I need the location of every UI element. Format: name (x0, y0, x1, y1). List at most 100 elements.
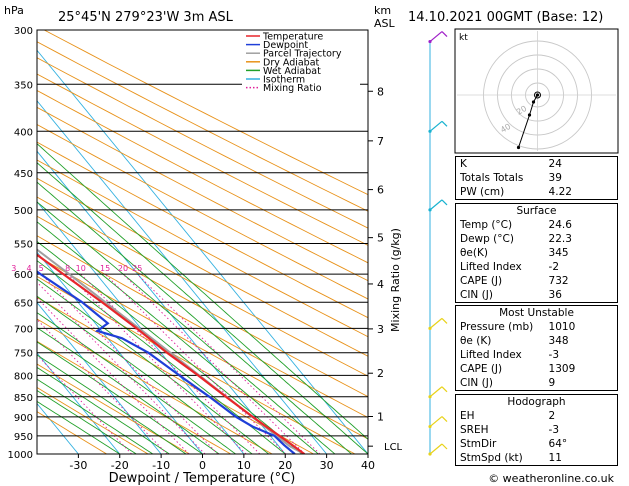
table-row: Totals Totals 39 (456, 171, 618, 185)
temperature-line (37, 253, 305, 454)
dry-adiabat-line (43, 30, 368, 196)
hodograph-table-title: Hodograph (507, 396, 566, 408)
isotherm-line (37, 150, 286, 454)
surface-value: 732 (548, 275, 569, 287)
wind-barb-staff (429, 31, 443, 43)
copyright: © weatheronline.co.uk (488, 472, 614, 485)
index-value: 4.22 (548, 186, 572, 198)
mixing-ratio-label: 4 (27, 264, 32, 273)
hodograph-param-label: EH (460, 410, 475, 422)
mixing-ratio-label: 20 (118, 264, 128, 273)
most-unstable-value: 1309 (548, 363, 576, 375)
surface-label: Dewp (°C) (460, 233, 514, 245)
dry-adiabat-line (37, 386, 149, 454)
height-tick-label: 4 (377, 278, 384, 291)
legend-entry: Isotherm (263, 75, 305, 86)
hodograph-param-value: -3 (548, 424, 560, 436)
wind-barb-staff (429, 317, 443, 329)
table-row: Dewp (°C) 22.3 (456, 232, 618, 246)
wet-adiabat-line (37, 278, 269, 454)
dewpoint-line (37, 270, 296, 454)
pressure-tick-label: 950 (14, 432, 33, 443)
dry-adiabat-line (37, 73, 368, 246)
hodograph-param-value: 64° (548, 438, 568, 450)
height-tick-label: 5 (377, 232, 384, 245)
pressure-tick-label: 550 (14, 239, 33, 250)
pressure-tick-label: 400 (14, 127, 33, 138)
hodograph-param-label: StmDir (460, 438, 497, 450)
dry-adiabat-line (37, 57, 368, 229)
wind-barb-flag (441, 443, 448, 450)
surface-value: 345 (548, 247, 569, 259)
km-label: km (374, 4, 391, 17)
mixing-ratio-line (37, 318, 168, 454)
table-row: Lifted Index -3 (456, 348, 618, 362)
hodograph-frame (454, 28, 619, 154)
wet-adiabat-line (37, 354, 187, 454)
isotherm-line (37, 49, 368, 454)
table-row: SREH -3 (456, 423, 618, 437)
pressure-tick-label: 500 (14, 206, 33, 217)
wet-adiabat-line (37, 378, 154, 454)
index-label: PW (cm) (460, 186, 505, 198)
wind-barb-flag (441, 386, 448, 393)
pressure-tick-label: 350 (14, 80, 33, 91)
hodograph-param-label: StmSpd (kt) (460, 452, 523, 464)
height-tick-label: 2 (377, 367, 384, 380)
isotherm-line (37, 251, 203, 454)
wet-adiabat-line (37, 327, 220, 454)
wet-adiabat-line (37, 389, 137, 454)
surface-label: θe(K) (460, 247, 488, 259)
datetime-title: 14.10.2021 00GMT (Base: 12) (408, 10, 603, 25)
x-axis-label: Dewpoint / Temperature (°C) (109, 471, 296, 486)
most-unstable-value: 348 (548, 335, 569, 347)
table-row: θe(K) 345 (456, 246, 618, 260)
temperature-tick-label: -20 (111, 459, 129, 472)
hodograph-point (535, 93, 540, 97)
hodograph-trace (518, 94, 538, 148)
pressure-tick-label: 750 (14, 349, 33, 360)
legend-background (242, 31, 360, 92)
mixing-ratio-line (37, 354, 132, 454)
indices-table: K 24 Totals Totals 39 PW (cm) 4.22 (455, 156, 618, 200)
dry-adiabat-line (37, 41, 368, 212)
wind-barb-staff (429, 386, 443, 398)
wet-adiabat-line (37, 366, 170, 454)
most-unstable-table: Most Unstable Pressure (mb) 1010 θe (K) 348… (455, 305, 618, 391)
table-row: K 24 (456, 157, 618, 172)
temperature-tick-label: 0 (199, 459, 206, 472)
legend-entry: Dewpoint (263, 40, 308, 51)
most-unstable-label: Pressure (mb) (460, 321, 534, 333)
wind-barb-staff (429, 416, 443, 428)
hodograph-param-label: SREH (460, 424, 489, 436)
surface-label: Lifted Index (460, 261, 522, 273)
pressure-tick-label: 900 (14, 413, 33, 424)
surface-value: -2 (548, 261, 560, 273)
location-title: 25°45'N 279°23'W 3m ASL (58, 10, 234, 25)
hodograph-point (531, 100, 536, 104)
dry-adiabat-line (37, 89, 368, 264)
hodograph-ring-label: 40 (499, 122, 512, 135)
table-row: CAPE (J) 1309 (456, 362, 618, 376)
mixing-ratio-line (104, 273, 287, 454)
surface-value: 22.3 (548, 233, 572, 245)
wind-barb-flag (441, 31, 448, 37)
isotherm-line (37, 301, 162, 454)
index-label: K (460, 158, 467, 170)
wind-barb-flag (441, 317, 448, 324)
hodograph-ring-label: 20 (515, 104, 528, 117)
temperature-tick-label: -30 (69, 459, 87, 472)
wind-barb-flag (441, 416, 448, 422)
surface-label: CAPE (J) (460, 275, 503, 287)
wind-barbs (428, 31, 448, 456)
surface-table: Surface Temp (°C) 24.6 Dewp (°C) 22.3 θe(K) 3… (455, 203, 618, 303)
asl-label: ASL (374, 17, 396, 30)
hodograph-point (516, 145, 521, 150)
most-unstable-label: Lifted Index (460, 349, 522, 361)
wind-barb-staff (429, 120, 443, 132)
surface-value: 24.6 (548, 219, 572, 231)
height-tick-label: 8 (377, 85, 384, 98)
temperature-tick-label: 20 (278, 459, 292, 472)
